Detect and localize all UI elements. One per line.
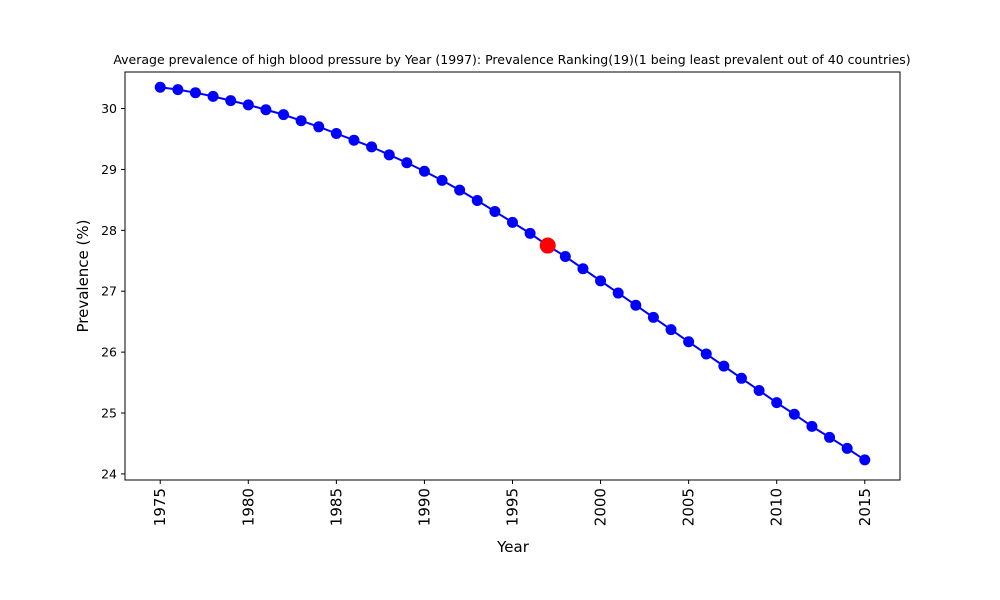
- chart-title: Average prevalence of high blood pressur…: [113, 52, 910, 67]
- data-point: [507, 216, 518, 228]
- data-point: [824, 431, 836, 443]
- y-tick-label: 28: [101, 223, 117, 238]
- y-tick-label: 30: [101, 101, 117, 116]
- x-tick-label: 2000: [592, 488, 610, 526]
- data-point: [788, 408, 800, 420]
- x-tick-label: 2005: [680, 488, 698, 526]
- data-point: [172, 84, 184, 96]
- y-tick-label: 26: [101, 345, 117, 360]
- data-point: [242, 99, 254, 111]
- data-point: [806, 420, 818, 432]
- data-point: [700, 348, 712, 360]
- data-point: [207, 90, 219, 102]
- x-tick-label: 1990: [415, 488, 433, 526]
- data-point: [753, 384, 765, 396]
- x-axis: 1975 1980 1985 1990 1995 2000 2005 2010 2015: [151, 480, 874, 526]
- data-point: [630, 299, 642, 311]
- data-point: [383, 149, 395, 161]
- x-tick-label: 2015: [856, 488, 874, 526]
- data-point: [454, 184, 466, 196]
- data-point: [718, 360, 730, 372]
- data-point: [859, 454, 871, 466]
- data-point: [295, 115, 307, 127]
- data-point: [225, 95, 237, 107]
- series-line: [160, 86, 866, 461]
- x-tick-label: 1995: [504, 488, 522, 526]
- data-point: [189, 87, 201, 99]
- data-point: [366, 141, 378, 153]
- data-point: [260, 104, 272, 116]
- x-tick-label: 2010: [768, 488, 786, 526]
- x-tick-label: 1980: [239, 488, 257, 526]
- y-tick-label: 29: [101, 162, 117, 177]
- data-point: [577, 263, 589, 275]
- x-tick-label: 1975: [151, 488, 169, 526]
- data-point: [665, 324, 677, 336]
- data-point: [683, 336, 695, 348]
- data-point: [436, 174, 448, 186]
- data-point: [330, 128, 342, 139]
- data-point: [595, 275, 607, 287]
- y-tick-label: 25: [101, 406, 117, 421]
- data-point: [489, 205, 501, 217]
- plot-frame: [124, 71, 901, 481]
- y-axis-label: Prevalence (%): [74, 219, 92, 332]
- data-point: [418, 165, 430, 177]
- x-axis-label: Year: [496, 538, 530, 556]
- data-point: [278, 109, 290, 121]
- y-tick-label: 27: [101, 284, 117, 299]
- data-point: [647, 311, 659, 323]
- data-point: [524, 227, 536, 239]
- y-axis: 24 25 26 27 28 29 30: [101, 101, 125, 481]
- data-point: [612, 287, 624, 299]
- data-point: [154, 81, 166, 93]
- data-point: [348, 134, 360, 146]
- x-tick-label: 1985: [327, 488, 345, 526]
- data-point: [471, 194, 483, 206]
- y-tick-label: 24: [101, 466, 117, 481]
- data-point: [771, 397, 783, 409]
- data-point: [735, 372, 747, 384]
- plot-area: [124, 71, 901, 481]
- data-point: [559, 251, 571, 263]
- highlight-point: [539, 237, 556, 254]
- data-point: [841, 442, 853, 454]
- data-point: [401, 157, 413, 169]
- data-point: [313, 121, 325, 133]
